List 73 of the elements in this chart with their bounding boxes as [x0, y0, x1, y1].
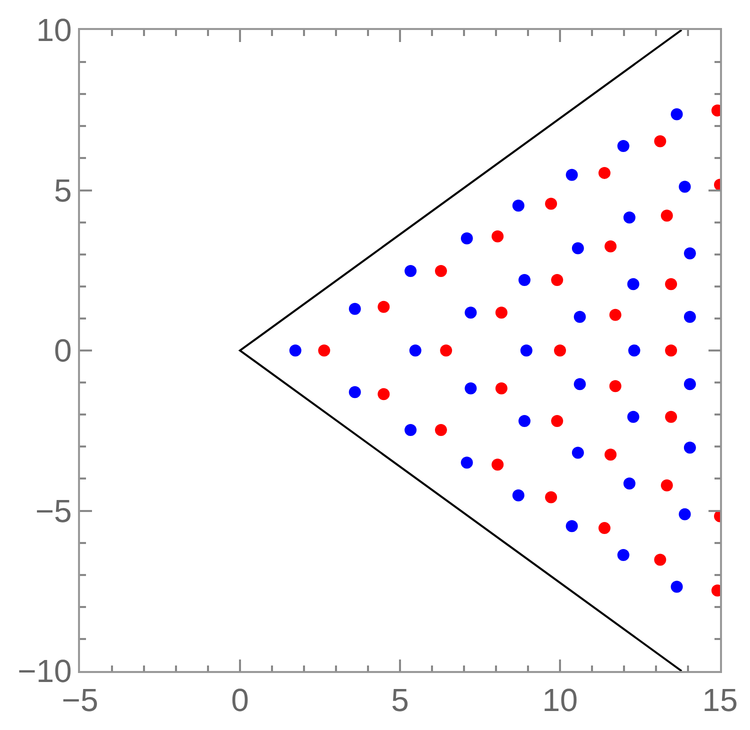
point: [678, 508, 691, 520]
point: [566, 520, 578, 532]
y-tick-label: −5: [35, 492, 72, 529]
x-tick-label: 0: [231, 682, 249, 718]
x-tick-label: 10: [542, 682, 578, 718]
point: [434, 265, 447, 278]
point: [598, 522, 610, 534]
point: [440, 344, 452, 356]
point: [654, 554, 666, 566]
point: [623, 211, 636, 224]
point: [609, 380, 622, 392]
point: [518, 274, 530, 286]
point: [545, 198, 558, 210]
point: [678, 180, 691, 193]
x-tick-label: 15: [702, 682, 738, 718]
point: [551, 274, 564, 286]
point: [572, 446, 584, 459]
point: [495, 382, 508, 394]
point: [684, 310, 696, 323]
point: [404, 265, 417, 278]
point: [464, 306, 477, 319]
point: [684, 442, 696, 454]
point: [574, 378, 586, 390]
point: [551, 415, 564, 428]
point: [684, 247, 696, 260]
point: [665, 344, 678, 356]
point: [518, 415, 530, 428]
point: [670, 108, 683, 120]
y-tick-label: 10: [36, 12, 72, 48]
point: [566, 168, 578, 181]
point: [545, 491, 558, 504]
point: [289, 344, 302, 356]
y-tick-label: 5: [54, 172, 72, 208]
point: [492, 458, 504, 471]
point: [604, 240, 617, 252]
point: [617, 548, 630, 561]
point: [318, 344, 330, 356]
point: [512, 489, 524, 502]
point: [665, 410, 678, 423]
point: [409, 344, 422, 356]
point: [665, 278, 678, 290]
y-tick-label: 0: [54, 332, 72, 369]
point: [460, 456, 473, 469]
point: [554, 344, 566, 356]
point: [609, 308, 622, 321]
point: [378, 388, 390, 400]
point: [623, 478, 636, 490]
x-tick-label: 5: [391, 682, 409, 718]
point: [654, 135, 666, 148]
point: [617, 140, 630, 152]
point: [492, 230, 504, 242]
point: [660, 479, 673, 492]
point: [495, 306, 508, 319]
point: [404, 424, 417, 436]
point: [348, 386, 361, 398]
point: [660, 210, 673, 222]
point: [378, 300, 390, 313]
point: [572, 242, 584, 254]
point: [684, 378, 696, 390]
point: [434, 424, 447, 436]
point: [604, 448, 617, 461]
point: [520, 344, 532, 356]
point: [627, 410, 640, 423]
y-tick-label: −10: [18, 653, 72, 690]
point: [348, 302, 361, 315]
point: [460, 232, 473, 244]
point: [512, 200, 524, 212]
point: [627, 278, 640, 290]
point: [670, 580, 683, 593]
point: [598, 166, 610, 179]
point: [628, 344, 640, 356]
point: [574, 310, 586, 323]
point: [464, 382, 477, 394]
